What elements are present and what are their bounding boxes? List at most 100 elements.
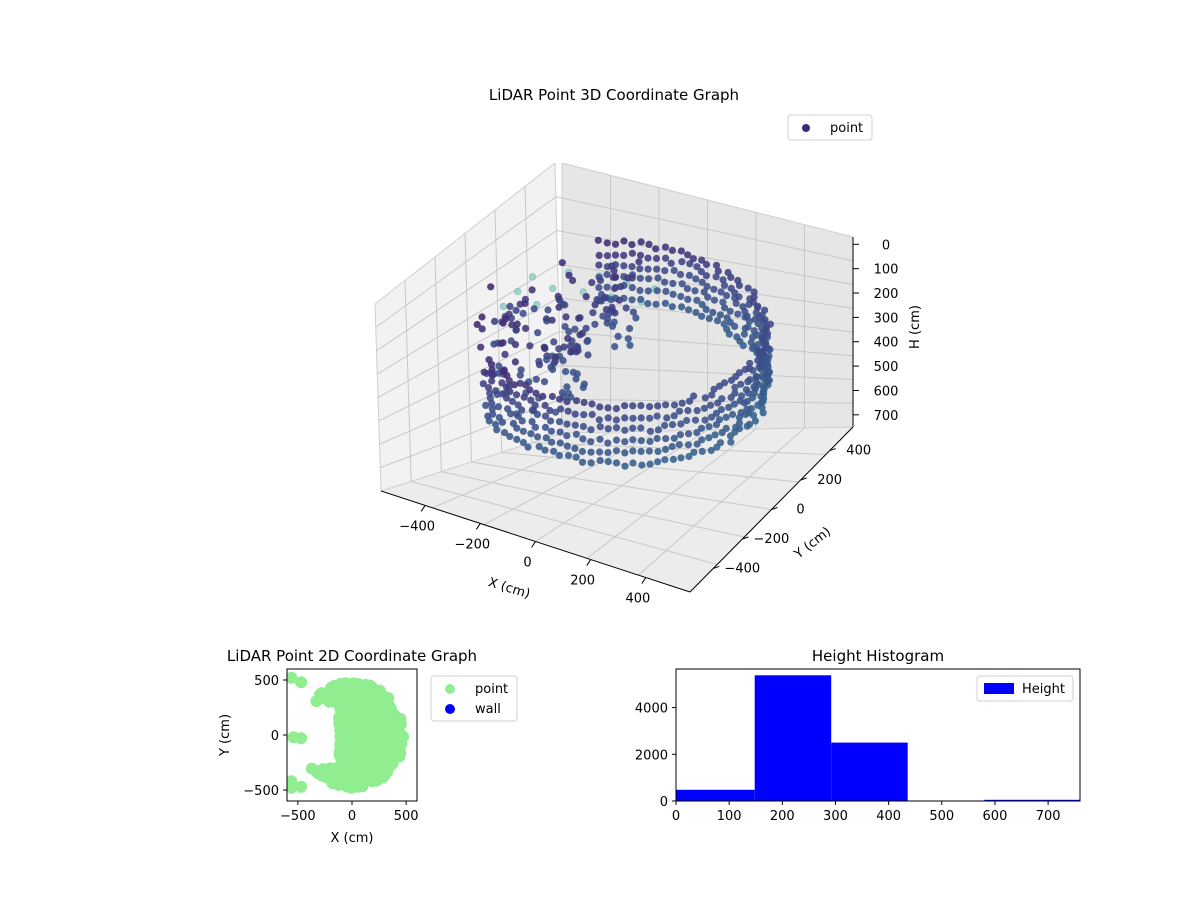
data-point: [675, 441, 683, 449]
data-point: [654, 447, 662, 456]
data-point: [611, 273, 619, 281]
data-point: [629, 447, 637, 455]
data-point: [532, 389, 540, 397]
data-point: [759, 397, 767, 406]
data-point: [628, 249, 637, 257]
data-point: [707, 446, 715, 455]
data-point: [689, 255, 697, 263]
data-point: [526, 342, 534, 350]
data-point: [488, 405, 496, 413]
z-tick-label: 500: [874, 360, 899, 375]
data-point: [670, 412, 678, 420]
data-point: [686, 397, 694, 405]
data-point: [596, 403, 604, 411]
data-point: [604, 425, 612, 433]
x-tick-label: −400: [399, 519, 435, 534]
data-point: [610, 267, 618, 275]
data-point: [684, 295, 692, 303]
lidar-3d-axes: −400 −200 0 200 400 −400 −200 0 200 400 0 100 200 300…: [374, 86, 923, 607]
data-point: [519, 438, 528, 447]
data-point: [552, 353, 560, 361]
data-point: [711, 431, 719, 439]
data-point: [563, 383, 571, 391]
data-point: [765, 352, 773, 360]
data-point: [611, 240, 620, 248]
data-point: [761, 343, 769, 351]
data-point: [654, 426, 663, 434]
data-point: [735, 293, 743, 301]
data-point: [698, 278, 706, 286]
data-point: [478, 313, 486, 321]
data-point: [548, 392, 557, 401]
data-point: [755, 363, 763, 371]
data-point: [513, 424, 521, 432]
data-point: [487, 283, 495, 291]
data-point: [508, 321, 516, 329]
data-point: [653, 265, 661, 273]
data-point: [744, 323, 752, 331]
data-point: [324, 763, 337, 776]
data-point: [708, 413, 716, 421]
data-point: [555, 418, 564, 426]
data-point: [644, 287, 652, 295]
data-point: [690, 392, 698, 400]
data-point: [595, 416, 603, 424]
data-point: [744, 378, 752, 386]
data-point: [497, 339, 505, 348]
data-point: [488, 371, 496, 379]
data-point: [519, 309, 527, 317]
data-point: [596, 448, 604, 456]
data-point: [684, 251, 692, 259]
y-tick-label: 2000: [635, 748, 668, 763]
data-point: [762, 371, 770, 379]
data-point: [604, 404, 612, 412]
data-point: [492, 420, 500, 428]
data-point: [722, 413, 730, 421]
data-point: [528, 273, 537, 281]
data-point: [512, 306, 520, 314]
data-point: [528, 286, 536, 294]
x-tick-label: 400: [625, 592, 650, 607]
data-point: [542, 434, 550, 442]
data-point: [541, 446, 549, 454]
data-point: [753, 331, 761, 339]
data-point: [727, 438, 735, 446]
data-point: [661, 278, 669, 286]
data-point: [547, 417, 555, 425]
grid-line: [531, 442, 826, 455]
data-point: [556, 439, 564, 447]
data-point: [489, 410, 497, 418]
data-point: [702, 272, 711, 280]
x-tick-label: 0: [523, 556, 531, 571]
data-point: [493, 426, 501, 434]
data-point: [698, 447, 706, 455]
data-point: [645, 240, 653, 248]
data-point: [669, 279, 677, 288]
data-point: [582, 293, 590, 301]
data-point: [645, 275, 653, 283]
data-point: [646, 414, 654, 422]
data-point: [637, 424, 645, 432]
data-point: [589, 309, 597, 317]
data-point: [727, 393, 735, 402]
data-point: [572, 430, 581, 438]
data-point: [580, 398, 588, 407]
data-point: [533, 433, 542, 441]
data-point: [572, 397, 581, 405]
y-tick-label: −500: [243, 784, 279, 799]
data-point: [540, 378, 549, 386]
data-point: [636, 251, 645, 259]
y-axis-label-3d: Y (cm): [791, 524, 834, 562]
data-point: [514, 401, 522, 409]
data-point: [750, 383, 758, 391]
data-point: [653, 287, 661, 295]
x-tick-label: 500: [394, 809, 419, 824]
data-point: [678, 258, 686, 266]
data-point: [637, 414, 645, 422]
data-point: [503, 394, 511, 402]
data-point: [692, 275, 700, 283]
data-point: [511, 341, 520, 349]
x-tick-mark: [641, 577, 647, 584]
x-tick-label: 400: [876, 809, 901, 824]
